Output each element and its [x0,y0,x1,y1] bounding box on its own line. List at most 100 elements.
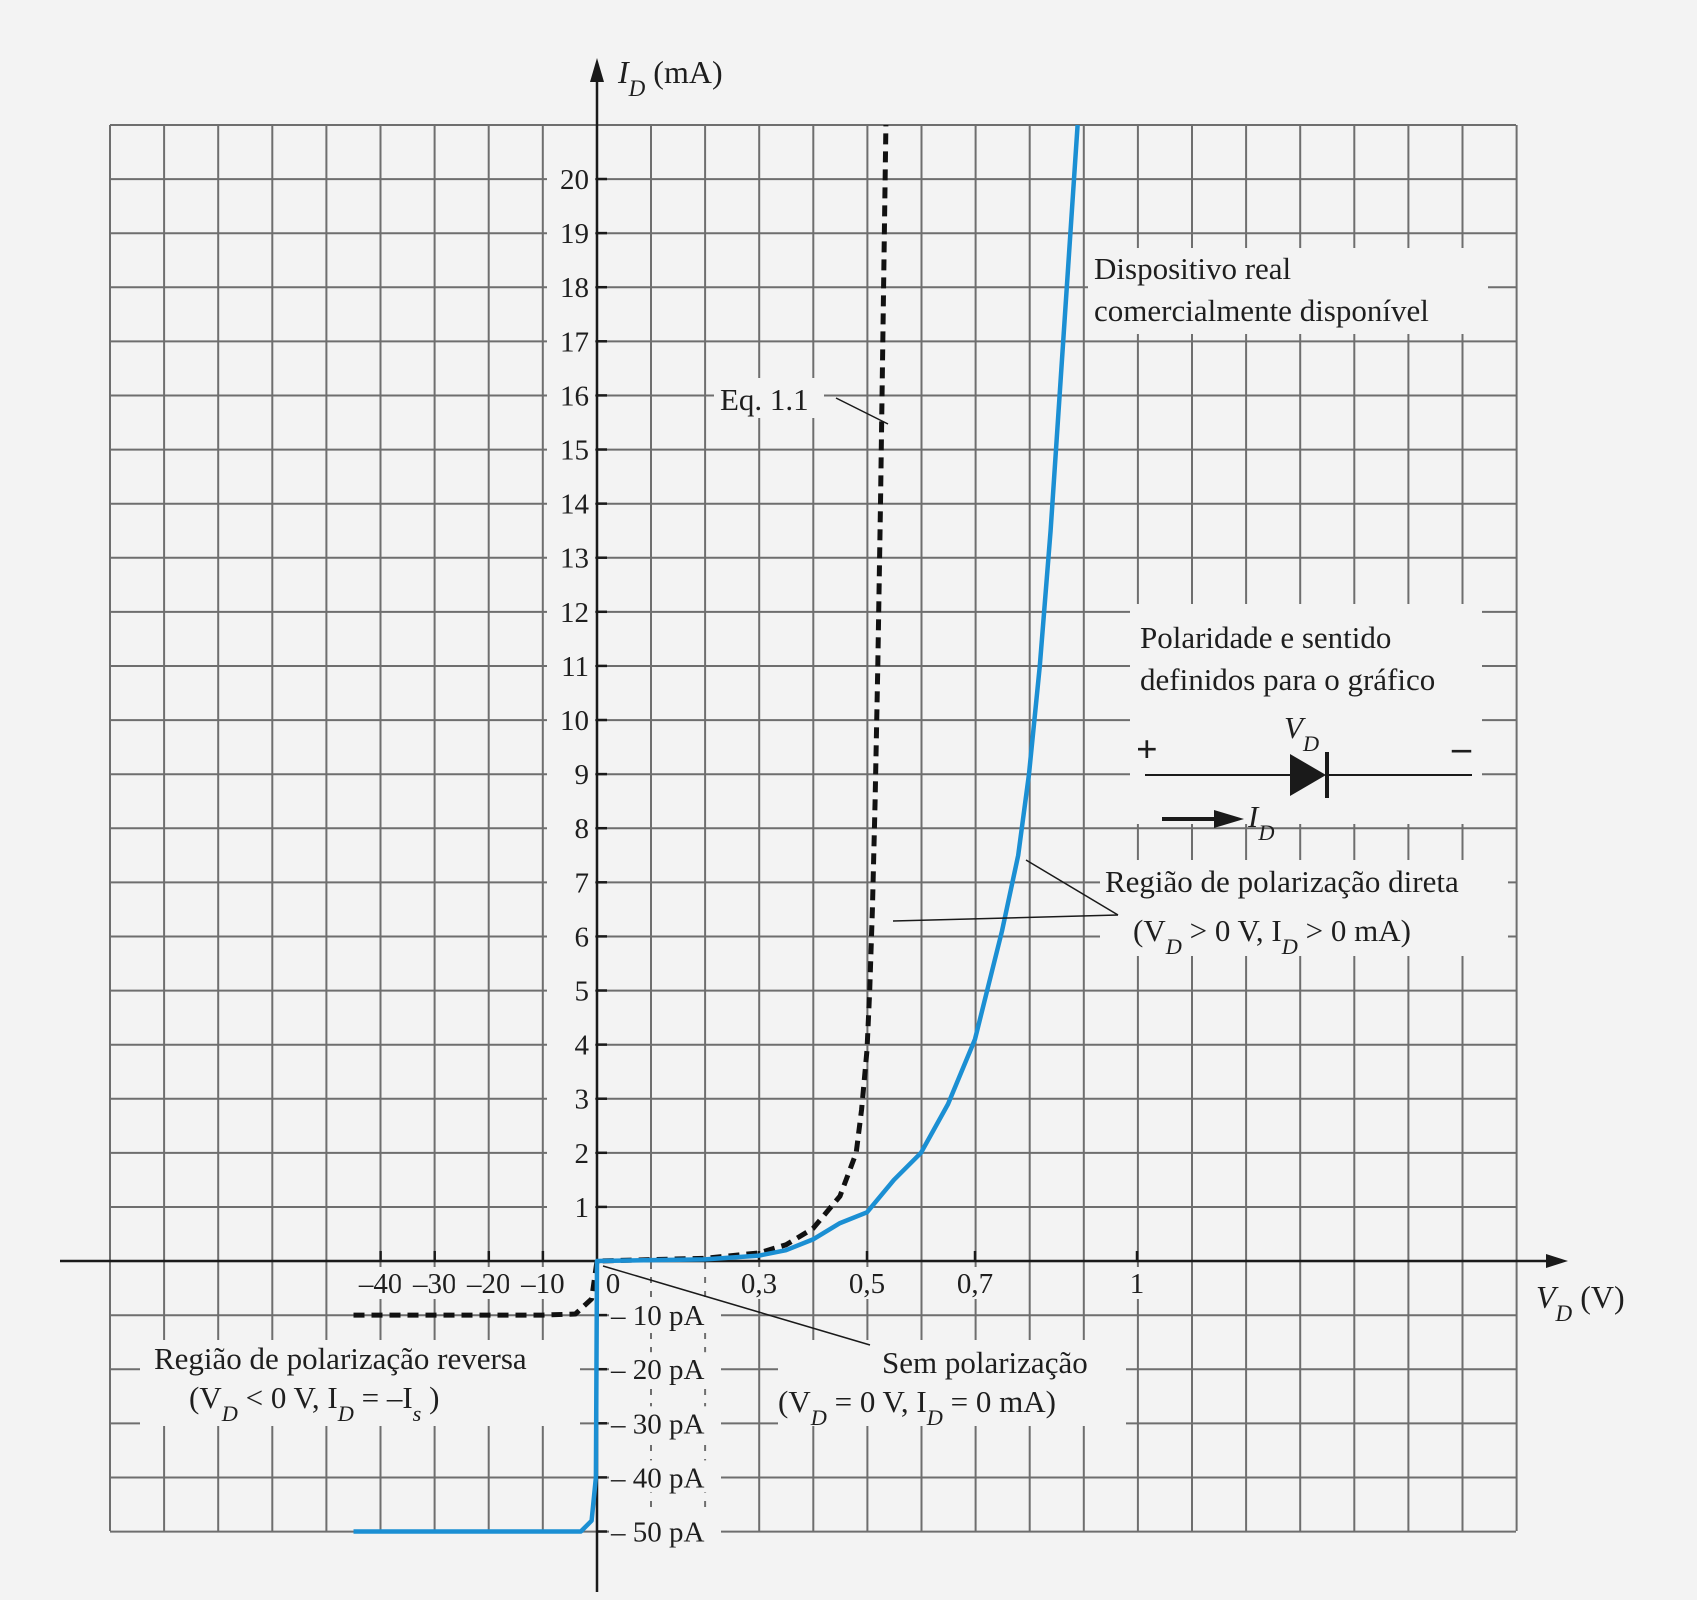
eq-leader-line [835,397,889,425]
grid [109,124,1518,1533]
y-tick-bg [547,1135,595,1166]
annotations: Eq. 1.1 Dispositivo real comercialmente di… [140,248,1508,1430]
y-tick-bg [547,973,595,1004]
x-neg-tick-bg [508,1267,577,1299]
x-tick-bg [947,1267,1003,1299]
y-tick-bg [547,1027,595,1058]
x-neg-tick-label: –40 [358,1268,403,1300]
x-tick-label: 0,3 [741,1268,777,1300]
y-tick-label: 20 [560,164,589,196]
y-tick-bg [547,594,595,625]
y-neg-tick-bg [609,1406,721,1439]
y-neg-tick-bg [609,1352,721,1385]
x-tick-label: 1 [1130,1268,1145,1300]
forward-region-bg [1100,860,1508,956]
y-tick-label: 2 [575,1138,590,1170]
y-tick-label: 19 [560,218,589,250]
real-device-label-2: comercialmente disponível [1094,293,1429,328]
y-tick-label: 4 [575,1030,590,1062]
current-id-label: ID [1247,799,1274,845]
forward-leader-1 [1025,859,1119,916]
y-tick-label: 6 [575,921,590,953]
y-tick-bg [547,757,595,788]
forward-leader-2 [892,914,1119,922]
y-tick-bg [547,378,595,409]
eq-label: Eq. 1.1 [720,382,809,417]
y-tick-bg [547,865,595,896]
diode-vd-label: VD [1284,710,1319,756]
x-tick-label: 0,5 [849,1268,885,1300]
x-axis-arrow-icon [1546,1254,1568,1268]
y-tick-label: 1 [575,1192,590,1224]
y-neg-tick-label: – 30 pA [610,1408,705,1440]
nobias-bg [778,1340,1126,1426]
y-tick-label: 10 [560,705,589,737]
y-tick-label: 11 [561,651,589,683]
forward-region-label-2: (VD > 0 V, ID > 0 mA) [1133,913,1411,959]
y-tick-bg [547,540,595,571]
y-neg-tick-label: – 10 pA [610,1300,705,1332]
y-tick-bg [547,270,595,301]
y-tick-bg [547,1189,595,1220]
polarity-box-bg [1130,604,1482,824]
y-tick-label: 15 [560,435,589,467]
y-tick-label: 8 [575,813,590,845]
y-neg-tick-label: – 40 pA [610,1462,705,1494]
polarity-label-1: Polaridade e sentido [1140,620,1391,655]
current-arrow-icon [1214,810,1244,828]
y-axis-title: ID (mA) [617,54,723,101]
y-neg-tick-bg [609,1460,721,1493]
y-axis-arrow-icon [590,58,604,82]
reverse-region-label-2: (VD < 0 V, ID = –Is ) [189,1380,439,1426]
y-tick-label: 3 [575,1084,590,1116]
y-tick-bg [547,216,595,247]
diode-icon [1290,754,1326,796]
x-neg-tick-label: –20 [466,1268,511,1300]
y-tick-label: 13 [560,543,589,575]
reverse-region-label-1: Região de polarização reversa [154,1341,527,1376]
real-device-label-1: Dispositivo real [1094,251,1291,286]
y-tick-label: 17 [560,326,589,358]
y-neg-tick-bg [609,1514,721,1547]
x-axis-title: VD (V) [1536,1279,1625,1326]
y-neg-tick-label: – 20 pA [610,1354,705,1386]
nobias-label-1: Sem polarização [882,1345,1088,1380]
real-device-bg [1088,248,1488,334]
forward-region-label-1: Região de polarização direta [1105,864,1459,899]
reverse-region-bg [140,1340,580,1426]
y-tick-label: 14 [560,489,590,521]
nobias-leader-line [602,1265,871,1346]
y-tick-label: 18 [560,272,589,304]
nobias-label-2: (VD = 0 V, ID = 0 mA) [778,1384,1056,1430]
y-tick-bg [547,648,595,679]
y-tick-bg [547,703,595,733]
y-tick-label: 16 [560,380,589,412]
y-tick-bg [547,432,595,463]
y-neg-tick-bg [609,1298,721,1331]
x-neg-tick-label: –10 [520,1268,565,1300]
series-real-device-line [353,124,1080,1534]
minus-sign: – [1451,727,1472,769]
y-title-bg [612,52,742,92]
curves [353,124,1080,1534]
eq-label-bg [714,378,824,418]
x-tick-bg [1124,1267,1150,1299]
plus-sign: + [1136,729,1158,771]
y-tick-label: 7 [575,867,590,899]
x-tick-bg [601,1267,621,1299]
x-tick-bg [839,1267,895,1299]
polarity-label-2: definidos para o gráfico [1140,662,1435,697]
x-tick-bg [731,1267,787,1299]
x-tick-label: 0,7 [957,1268,993,1300]
y-tick-label: 5 [575,976,590,1008]
y-tick-bg [547,486,595,517]
y-tick-bg [547,324,595,355]
y-tick-bg [547,811,595,842]
x-neg-tick-label: –30 [412,1268,457,1300]
y-tick-label: 9 [575,759,590,791]
y-tick-label: 12 [560,597,589,629]
y-tick-bg [547,162,595,192]
